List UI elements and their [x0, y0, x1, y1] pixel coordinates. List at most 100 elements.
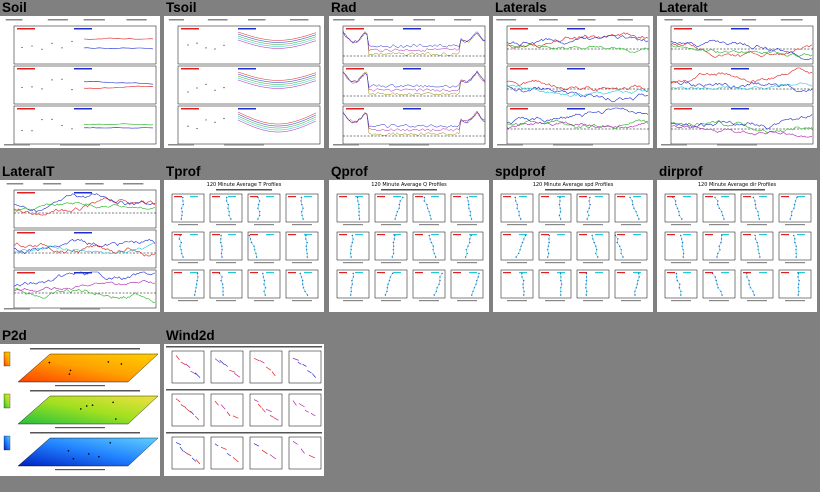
- station-marker: [112, 401, 114, 404]
- thumbnail-image[interactable]: [329, 16, 489, 148]
- series-line: [237, 111, 317, 125]
- plot-frame: [614, 231, 648, 261]
- profile-point: [523, 294, 525, 296]
- thumbnail-image[interactable]: 120 Minute Average Q Profiles: [329, 180, 489, 312]
- legend-mark: [304, 196, 312, 198]
- profile-line: [754, 235, 761, 258]
- wind-vector: [253, 399, 259, 402]
- axis-label-mark: [419, 262, 439, 264]
- thumbnail-image[interactable]: [0, 344, 160, 476]
- legend-mark: [667, 234, 675, 236]
- thumbnail-image[interactable]: [493, 16, 653, 148]
- profile-point: [585, 294, 587, 296]
- chart-title: 120 Minute Average spd Profiles: [533, 182, 614, 188]
- thumbnail-image[interactable]: 120 Minute Average T Profiles: [164, 180, 324, 312]
- legend-mark: [212, 234, 220, 236]
- profile-point: [637, 272, 640, 275]
- legend-mark: [721, 234, 729, 236]
- data-point: [31, 130, 33, 132]
- legend-mark: [346, 68, 364, 70]
- profile-line: [471, 273, 480, 296]
- thumbnail-image[interactable]: 120 Minute Average dir Profiles: [657, 180, 817, 312]
- series-line: [342, 71, 486, 96]
- profile-point: [754, 234, 756, 237]
- legend-mark: [469, 196, 477, 198]
- data-point: [31, 45, 33, 47]
- footer-text-mark: [224, 144, 264, 146]
- profile-line: [350, 273, 354, 296]
- plot-frame: [374, 231, 408, 261]
- profile-line: [181, 197, 184, 220]
- legend-mark: [469, 234, 477, 236]
- station-marker: [69, 369, 72, 372]
- thumbnail-label: dirprof: [659, 164, 703, 179]
- legend-mark: [415, 196, 423, 198]
- axis-label-mark: [671, 224, 691, 226]
- thumbnail-image[interactable]: [0, 16, 160, 148]
- legend-mark: [17, 108, 35, 110]
- profile-line: [467, 197, 472, 220]
- axis-label-mark: [55, 385, 105, 387]
- thumbnail-image[interactable]: [0, 180, 160, 312]
- data-point: [61, 47, 63, 49]
- profile-line: [547, 235, 550, 258]
- footer-text-mark: [333, 144, 359, 146]
- header-text-mark: [207, 19, 228, 21]
- legend-mark: [453, 234, 461, 236]
- plot-frame: [13, 229, 157, 269]
- series-line: [237, 33, 317, 43]
- series-line: [506, 120, 649, 129]
- legend-mark: [355, 234, 363, 236]
- plot-frame: [13, 269, 157, 309]
- header-text-mark: [123, 183, 144, 185]
- thumbnail-image[interactable]: [164, 16, 324, 148]
- data-point: [196, 87, 198, 89]
- subtitle-mark: [381, 189, 437, 191]
- series-line: [13, 242, 156, 254]
- station-marker: [87, 453, 90, 455]
- series-line: [342, 30, 486, 48]
- contour-map-plot: [3, 348, 159, 471]
- header-text-mark: [373, 19, 394, 21]
- title-mark: [30, 390, 140, 392]
- legend-mark: [781, 196, 789, 198]
- wind-vector: [191, 457, 197, 462]
- series-line: [237, 35, 317, 45]
- wind-vector: [310, 413, 316, 417]
- subtitle-mark: [216, 189, 272, 191]
- legend-mark: [238, 108, 256, 110]
- data-point: [205, 83, 207, 85]
- thumbnail-image[interactable]: [657, 16, 817, 148]
- wind-vector: [214, 400, 219, 406]
- plot-frame: [210, 436, 244, 470]
- plot-frame: [412, 193, 446, 223]
- station-marker: [72, 457, 75, 460]
- station-marker: [109, 441, 112, 444]
- legend-mark: [377, 272, 385, 274]
- axis-label-mark: [381, 262, 401, 264]
- legend-mark: [595, 234, 603, 236]
- legend-mark: [238, 68, 256, 70]
- wind-vector: [226, 452, 231, 457]
- series-line: [13, 271, 156, 287]
- station-marker: [67, 450, 70, 452]
- data-point: [41, 48, 43, 50]
- thumbnail-image[interactable]: 120 Minute Average spd Profiles: [493, 180, 653, 312]
- axis-label-mark: [545, 262, 565, 264]
- wind-vector: [253, 357, 260, 362]
- legend-mark: [503, 234, 511, 236]
- data-point: [187, 125, 189, 127]
- legend-mark: [17, 272, 35, 274]
- thumbnail-image[interactable]: [164, 344, 324, 476]
- legend-mark: [403, 108, 421, 110]
- profile-line: [219, 273, 224, 296]
- thumbnail-label: Soil: [2, 0, 27, 15]
- series-line: [83, 85, 154, 90]
- profile-line: [257, 197, 260, 220]
- footer-text-mark: [60, 144, 100, 146]
- legend-mark: [743, 234, 751, 236]
- timeseries-plot: [496, 19, 650, 146]
- legend-mark: [181, 108, 199, 110]
- data-point: [214, 48, 216, 50]
- plot-frame: [171, 193, 205, 223]
